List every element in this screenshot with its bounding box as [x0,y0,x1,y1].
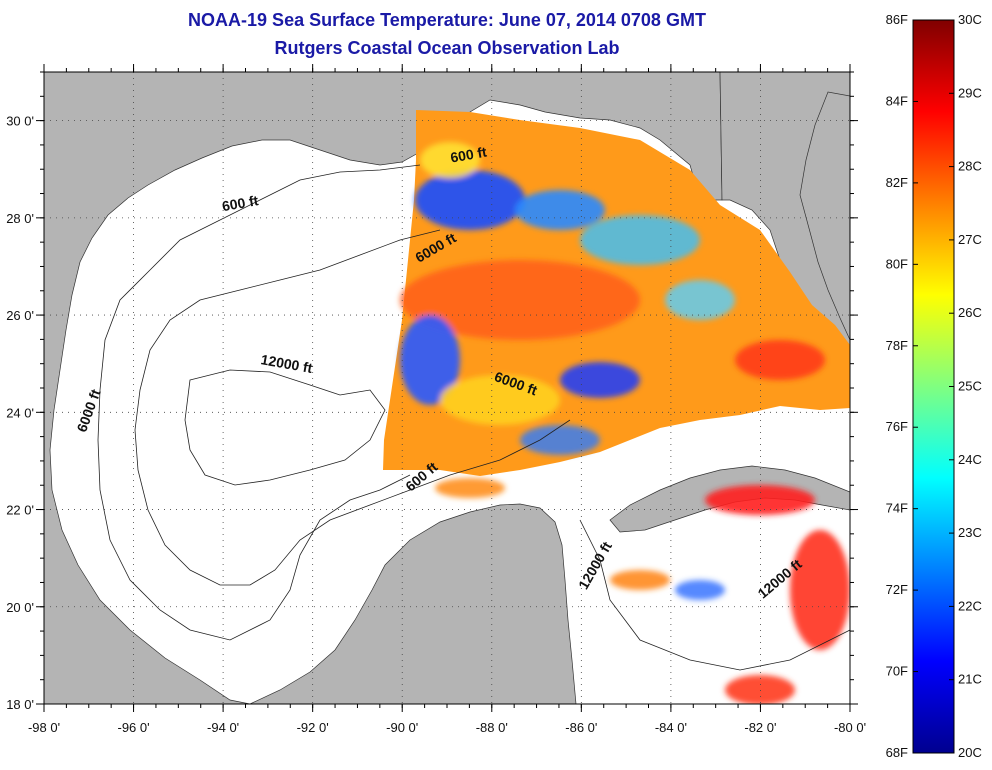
land-florida [719,72,850,356]
sst-patch [515,190,605,230]
sst-patch [610,570,670,590]
lon-tick-label: -98 0' [28,720,60,735]
lon-tick-label: -90 0' [386,720,418,735]
graticule [44,72,850,704]
land [44,72,850,704]
lon-tick-label: -82 0' [744,720,776,735]
lon-tick-label: -92 0' [297,720,329,735]
sst-patch [675,580,725,600]
latitude-ticks: 18 0' 20 0' 22 0' 24 0' 26 0' 28 0' 30 0' [6,71,858,712]
lon-tick-label: -86 0' [565,720,597,735]
sst-patch [725,675,795,704]
lat-tick-label: 30 0' [6,114,34,129]
lat-tick-label: 20 0' [6,600,34,615]
lat-tick-label: 18 0' [6,697,34,712]
lat-tick-label: 26 0' [6,308,34,323]
colorbar-f-label: 74F [886,501,908,516]
colorbar-c-label: 25C [958,379,982,394]
contour-600ft [97,164,421,641]
colorbar-c-label: 28C [958,159,982,174]
lon-tick-label: -94 0' [207,720,239,735]
colorbar-f-label: 70F [886,664,908,679]
lon-tick-label: -88 0' [476,720,508,735]
colorbar-celsius-labels: 30C 29C 28C 27C 26C 25C 24C 23C 22C 21C 20C [949,12,982,760]
land-yucatan [249,503,577,704]
depth-contours [97,164,850,671]
lon-tick-label: -84 0' [655,720,687,735]
sst-patch [520,425,600,455]
colorbar-f-label: 80F [886,256,908,271]
colorbar-c-label: 29C [958,85,982,100]
lat-tick-label: 28 0' [6,211,34,226]
lat-tick-label: 24 0' [6,405,34,420]
contour-label: 600 ft [449,143,488,165]
colorbar-c-label: 22C [958,598,982,613]
lat-tick-label: 22 0' [6,503,34,518]
colorbar: 86F 84F 82F 80F 78F 76F 74F 72F 70F 68F 30C 29C 28C… [886,12,982,760]
longitude-ticks: -98 0' -96 0' -94 0' -92 0' -90 0' -88 0' -86 … [28,64,866,735]
colorbar-c-label: 30C [958,12,982,27]
colorbar-fahrenheit-labels: 86F 84F 82F 80F 78F 76F 74F 72F 70F 68F [886,12,918,760]
colorbar-f-label: 82F [886,175,908,190]
sst-patch [435,478,505,498]
map-title: NOAA-19 Sea Surface Temperature: June 07… [188,10,706,30]
sst-patch [705,485,815,515]
colorbar-f-label: 86F [886,12,908,27]
sst-patch [790,530,850,650]
sst-patch [420,142,480,178]
colorbar-f-label: 72F [886,582,908,597]
colorbar-f-label: 68F [886,745,908,760]
sst-patch [735,340,825,380]
colorbar-gradient [912,19,955,754]
sst-patch [665,280,735,320]
colorbar-c-label: 24C [958,452,982,467]
contour-12000ft [184,369,386,486]
contour-12000ft-caribbean [579,519,850,671]
colorbar-c-label: 23C [958,525,982,540]
contour-6000ft [134,229,571,586]
sst-patch [580,215,700,265]
sst-patch [560,362,640,398]
sst-patch [415,170,525,230]
contour-label: 600 ft [221,192,260,214]
colorbar-c-label: 27C [958,232,982,247]
sst-patch [400,315,460,405]
colorbar-c-label: 20C [958,745,982,760]
colorbar-f-label: 84F [886,93,908,108]
colorbar-c-label: 21C [958,672,982,687]
sst-patch [400,260,640,340]
lon-tick-label: -80 0' [834,720,866,735]
lon-tick-label: -96 0' [117,720,149,735]
map-subtitle: Rutgers Coastal Ocean Observation Lab [274,38,620,58]
colorbar-c-label: 26C [958,305,982,320]
colorbar-f-label: 78F [886,338,908,353]
colorbar-f-label: 76F [886,419,908,434]
